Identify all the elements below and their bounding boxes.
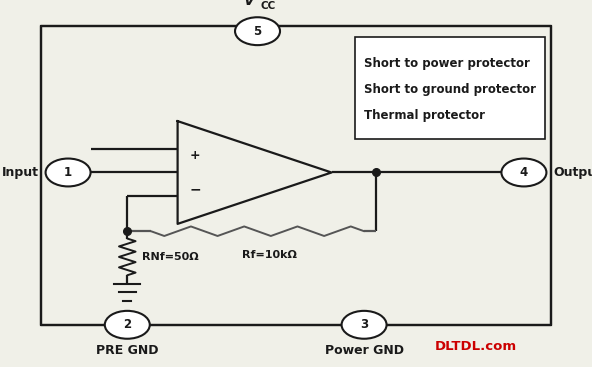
Text: 5: 5 (253, 25, 262, 38)
Text: Thermal protector: Thermal protector (364, 109, 485, 121)
Circle shape (105, 311, 150, 339)
Text: Rf=10kΩ: Rf=10kΩ (242, 250, 297, 259)
Text: DLTDL.com: DLTDL.com (435, 340, 517, 353)
Text: Power GND: Power GND (324, 344, 404, 357)
Text: +: + (190, 149, 201, 163)
Bar (355, 37, 545, 139)
Text: PRE GND: PRE GND (96, 344, 159, 357)
Text: 3: 3 (360, 318, 368, 331)
Text: −: − (189, 182, 201, 196)
Bar (41, 26, 551, 325)
Circle shape (235, 17, 280, 45)
Text: 2: 2 (123, 318, 131, 331)
Text: Input: Input (2, 166, 38, 179)
Text: 1: 1 (64, 166, 72, 179)
Circle shape (342, 311, 387, 339)
Circle shape (501, 159, 546, 186)
Text: V: V (244, 0, 255, 8)
Text: Short to power protector: Short to power protector (364, 57, 530, 70)
Text: RNf=50Ω: RNf=50Ω (142, 252, 199, 262)
Circle shape (46, 159, 91, 186)
Text: Short to ground protector: Short to ground protector (364, 83, 536, 96)
Text: CC: CC (260, 1, 276, 11)
Text: Output: Output (554, 166, 592, 179)
Text: 4: 4 (520, 166, 528, 179)
